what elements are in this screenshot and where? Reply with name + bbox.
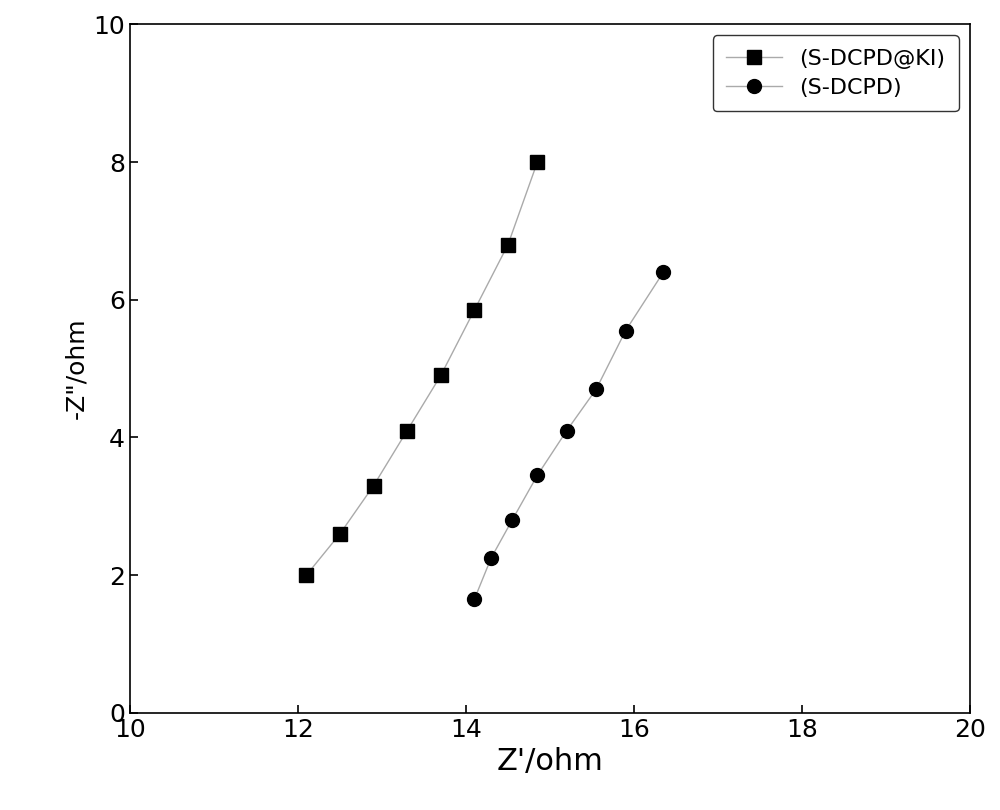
(S-DCPD@KI) (300, 570, 312, 580)
(S-DCPD@KI) (468, 305, 480, 315)
Line: (S-DCPD): (S-DCPD) (467, 265, 670, 606)
(S-DCPD@KI) (502, 240, 514, 249)
Line: (S-DCPD@KI): (S-DCPD@KI) (299, 155, 544, 582)
(S-DCPD@KI) (435, 371, 447, 381)
(S-DCPD@KI) (368, 481, 380, 491)
Y-axis label: -Z"/ohm: -Z"/ohm (64, 318, 88, 420)
X-axis label: Z'/ohm: Z'/ohm (497, 747, 603, 776)
(S-DCPD) (531, 471, 543, 480)
(S-DCPD) (506, 515, 518, 525)
(S-DCPD@KI) (401, 426, 413, 436)
Legend: (S-DCPD@KI), (S-DCPD): (S-DCPD@KI), (S-DCPD) (713, 36, 959, 111)
(S-DCPD) (485, 553, 497, 563)
(S-DCPD@KI) (531, 157, 543, 167)
(S-DCPD) (620, 326, 632, 335)
(S-DCPD@KI) (334, 529, 346, 539)
(S-DCPD) (468, 595, 480, 604)
(S-DCPD) (561, 426, 573, 436)
(S-DCPD) (590, 385, 602, 394)
(S-DCPD) (657, 267, 669, 277)
